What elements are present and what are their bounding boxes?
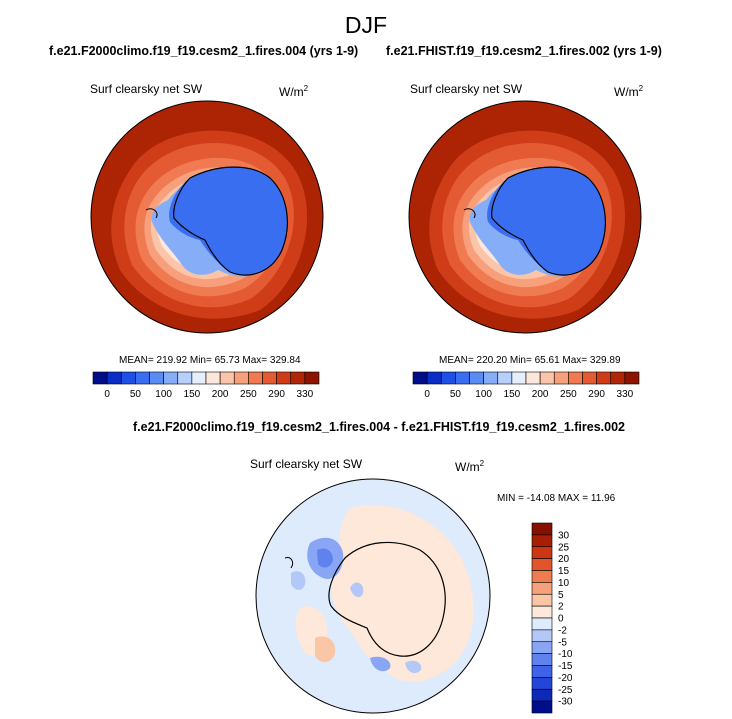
colorbar-tick-label: 0: [424, 389, 430, 400]
colorbar-tick-label: -15: [558, 661, 573, 672]
left-unit-label: W/m2: [279, 84, 309, 99]
colorbar-swatch: [531, 593, 553, 607]
right-case-title: f.e21.FHIST.f19_f19.cesm2_1.fires.002 (y…: [386, 44, 662, 58]
difference-title: f.e21.F2000climo.f19_f19.cesm2_1.fires.0…: [133, 420, 625, 434]
colorbar-swatch: [120, 371, 136, 385]
colorbar-tick-label: 330: [617, 389, 634, 400]
colorbar-swatch: [531, 677, 553, 690]
colorbar-tick-label: -5: [558, 637, 567, 648]
colorbar-swatch: [531, 641, 553, 654]
colorbar-swatch: [531, 546, 553, 559]
colorbar-swatch: [135, 371, 150, 385]
colorbar-tick-label: 15: [558, 566, 570, 577]
colorbar-swatch: [163, 371, 179, 385]
colorbar-tick-label: 2: [558, 602, 564, 613]
colorbar-swatch: [205, 371, 221, 385]
colorbar-swatch: [177, 371, 193, 385]
colorbar-swatch: [582, 371, 597, 385]
colorbar-swatch: [531, 605, 553, 619]
colorbar-tick-label: 10: [558, 578, 570, 589]
colorbar-swatch: [531, 522, 553, 536]
colorbar-tick-label: 200: [212, 389, 229, 400]
colorbar-swatch: [531, 629, 553, 643]
colorbar-tick-label: 30: [558, 530, 570, 541]
colorbar-swatch: [525, 371, 541, 385]
right-colorbar: 0 50 100 150 200 250 290 330: [412, 371, 640, 400]
colorbar-tick-label: 0: [558, 614, 564, 625]
colorbar-swatch: [497, 371, 513, 385]
colorbar-swatch: [426, 371, 442, 385]
colorbar-swatch: [531, 558, 553, 571]
colorbar-swatch: [531, 653, 553, 666]
colorbar-swatch: [92, 371, 108, 385]
colorbar-tick-label: 250: [560, 389, 577, 400]
diff-stats: MIN = -14.08 MAX = 11.96: [497, 493, 616, 504]
colorbar-tick-label: 100: [155, 389, 172, 400]
colorbar-swatch: [539, 371, 555, 385]
colorbar-tick-label: 200: [532, 389, 549, 400]
colorbar-tick-label: -20: [558, 673, 573, 684]
colorbar-tick-label: 150: [184, 389, 201, 400]
colorbar-swatch: [440, 371, 456, 385]
colorbar-swatch: [568, 371, 583, 385]
colorbar-swatch: [149, 371, 164, 385]
left-variable-label: Surf clearsky net SW: [90, 82, 203, 96]
colorbar-swatch: [553, 371, 569, 385]
colorbar-swatch: [624, 371, 640, 385]
colorbar-tick-label: -2: [558, 625, 567, 636]
colorbar-swatch: [106, 371, 122, 385]
diff-unit-label: W/m2: [455, 459, 485, 474]
colorbar-tick-label: 20: [558, 554, 570, 565]
colorbar-swatch: [455, 371, 470, 385]
colorbar-tick-label: 5: [558, 590, 564, 601]
colorbar-tick-label: 290: [268, 389, 285, 400]
colorbar-swatch: [531, 665, 553, 678]
left-polar-map: [90, 100, 324, 334]
colorbar-tick-label: -30: [558, 697, 573, 708]
colorbar-swatch: [233, 371, 249, 385]
colorbar-tick-label: 250: [240, 389, 257, 400]
colorbar-tick-label: -25: [558, 685, 573, 696]
diff-variable-label: Surf clearsky net SW: [250, 457, 363, 471]
left-stats: MEAN= 219.92 Min= 65.73 Max= 329.84: [119, 355, 301, 366]
colorbar-tick-label: 50: [130, 389, 142, 400]
colorbar-swatch: [610, 371, 626, 385]
colorbar-tick-label: 100: [475, 389, 492, 400]
colorbar-swatch: [531, 582, 553, 595]
colorbar-tick-label: 330: [297, 389, 314, 400]
right-variable-label: Surf clearsky net SW: [410, 82, 523, 96]
colorbar-swatch: [483, 371, 499, 385]
left-case-title: f.e21.F2000climo.f19_f19.cesm2_1.fires.0…: [49, 44, 359, 58]
colorbar-tick-label: 150: [504, 389, 521, 400]
colorbar-swatch: [248, 371, 263, 385]
colorbar-tick-label: 25: [558, 542, 570, 553]
colorbar-swatch: [596, 371, 612, 385]
colorbar-swatch: [531, 570, 553, 583]
colorbar-swatch: [276, 371, 292, 385]
right-polar-map: [408, 100, 642, 334]
colorbar-swatch: [290, 371, 306, 385]
difference-polar-map: [255, 478, 491, 714]
colorbar-swatch: [262, 371, 277, 385]
colorbar-swatch: [191, 371, 207, 385]
colorbar-tick-label: 0: [104, 389, 110, 400]
left-colorbar: 0 50 100 150 200 250 290 330: [92, 371, 320, 400]
colorbar-swatch: [531, 688, 553, 702]
colorbar-swatch: [469, 371, 484, 385]
colorbar-swatch: [531, 534, 553, 548]
colorbar-swatch: [531, 617, 553, 631]
colorbar-swatch: [511, 371, 527, 385]
season-title: DJF: [344, 12, 388, 38]
right-unit-label: W/m2: [614, 84, 644, 99]
colorbar-swatch: [412, 371, 428, 385]
colorbar-tick-label: -10: [558, 649, 573, 660]
colorbar-swatch: [304, 371, 320, 385]
colorbar-tick-label: 50: [450, 389, 462, 400]
right-stats: MEAN= 220.20 Min= 65.61 Max= 329.89: [439, 355, 621, 366]
colorbar-tick-label: 290: [588, 389, 605, 400]
colorbar-swatch: [531, 700, 553, 714]
colorbar-swatch: [219, 371, 235, 385]
